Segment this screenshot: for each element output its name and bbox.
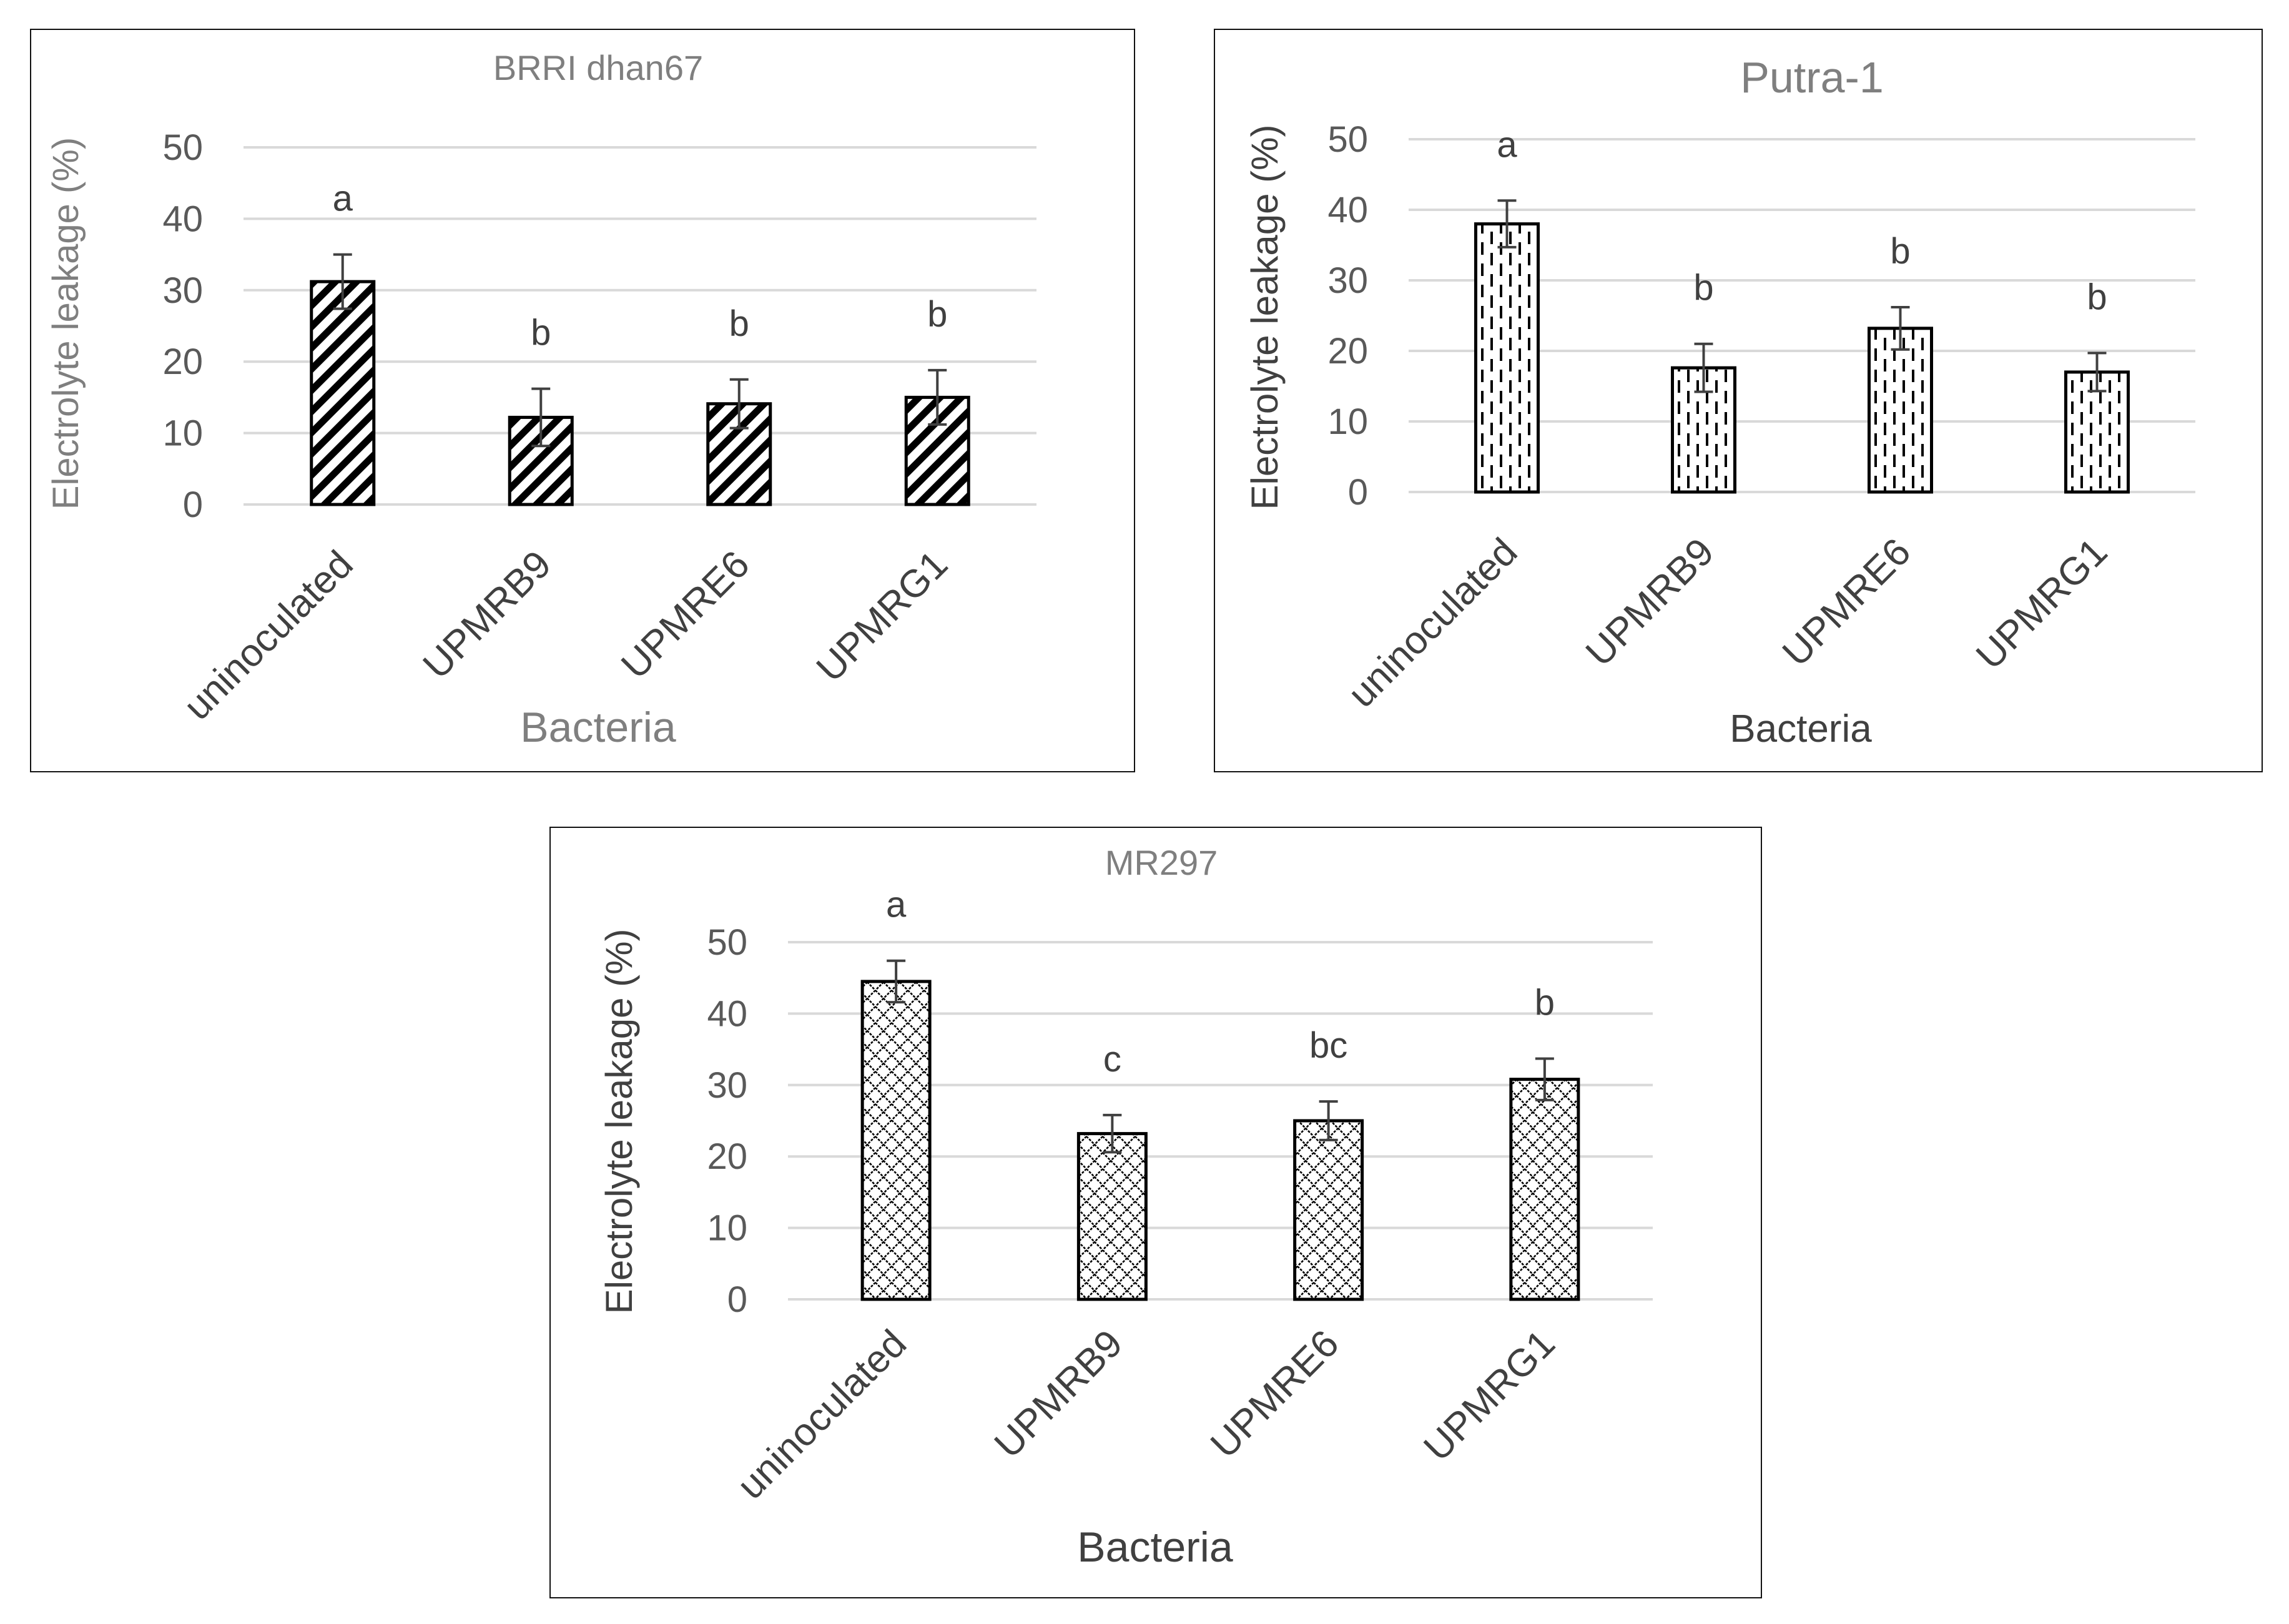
error-bar — [1535, 1057, 1554, 1101]
y-tick-label: 50 — [162, 127, 203, 168]
category-label: uninoculated — [1340, 530, 1525, 716]
y-tick-label: 40 — [162, 199, 203, 239]
significance-letter: b — [2087, 277, 2107, 317]
chart-panel-putra-1: Putra-1 0 10 20 30 40 50 a uninoculated b UPMRB9 b U… — [1214, 29, 2263, 772]
category-label: UPMRE6 — [613, 543, 758, 687]
significance-letter: a — [1497, 124, 1517, 165]
chart-title: Putra-1 — [1740, 53, 1884, 102]
bar — [310, 280, 376, 506]
y-tick-label: 20 — [162, 342, 203, 382]
y-axis-label: Electrolyte leakage (%) — [1244, 125, 1286, 510]
x-axis-label: Bacteria — [1077, 1523, 1233, 1571]
bar — [1474, 222, 1540, 494]
significance-letter: c — [1103, 1039, 1121, 1080]
y-axis-label: Electrolyte leakage (%) — [598, 929, 640, 1314]
y-tick-label: 30 — [1327, 260, 1368, 301]
category-label: UPMRB9 — [987, 1322, 1131, 1467]
category-label: uninoculated — [729, 1322, 915, 1507]
bar — [1509, 1078, 1580, 1301]
y-tick-label: 0 — [727, 1279, 747, 1320]
error-bar — [1319, 1100, 1338, 1141]
error-bar — [928, 368, 947, 426]
y-tick-label: 40 — [1327, 190, 1368, 230]
chart-title: MR297 — [1105, 843, 1218, 882]
bar — [860, 980, 932, 1301]
chart-brri-dhan67: BRRI dhan67 0 10 20 30 40 50 a uninoculated b UPMR… — [46, 48, 1036, 751]
category-label: UPMRB9 — [1578, 530, 1723, 675]
significance-letter: a — [886, 885, 907, 925]
x-axis-label: Bacteria — [520, 704, 676, 751]
y-tick-label: 0 — [183, 485, 203, 525]
y-tick-label: 10 — [707, 1208, 747, 1249]
chart-panel-mr297: MR297 0 10 20 30 40 50 a uninoculated c UPMRB9 bc UP… — [549, 827, 1762, 1598]
error-bar — [2087, 352, 2107, 393]
y-tick-label: 30 — [707, 1065, 747, 1106]
y-tick-label: 20 — [707, 1136, 747, 1177]
y-tick-label: 0 — [1348, 472, 1368, 513]
bar — [1293, 1119, 1364, 1301]
error-bar — [1891, 305, 1910, 351]
category-label: UPMRG1 — [1968, 530, 2115, 677]
category-label: UPMRG1 — [1415, 1322, 1563, 1469]
category-label: UPMRE6 — [1775, 530, 1919, 675]
y-tick-label: 30 — [162, 270, 203, 311]
bar — [1868, 327, 1933, 494]
y-tick-label: 40 — [707, 993, 747, 1034]
y-tick-label: 20 — [1327, 331, 1368, 372]
category-label: UPMRE6 — [1203, 1322, 1347, 1467]
y-tick-label: 10 — [162, 413, 203, 454]
error-bar — [531, 387, 551, 448]
chart-panel-brri-dhan67: BRRI dhan67 0 10 20 30 40 50 a uninoculated b UPMR… — [30, 29, 1135, 772]
error-bar — [1497, 199, 1517, 249]
error-bar — [729, 378, 749, 430]
category-label: uninoculated — [175, 543, 361, 728]
significance-letter: bc — [1309, 1025, 1347, 1066]
y-tick-label: 50 — [707, 922, 747, 963]
chart-mr297: MR297 0 10 20 30 40 50 a uninoculated c UPMRB9 bc UP… — [598, 843, 1653, 1571]
error-bar — [333, 253, 352, 310]
category-label: UPMRB9 — [415, 543, 560, 687]
bar — [1076, 1132, 1148, 1301]
significance-letter: b — [1535, 982, 1555, 1023]
y-axis-label: Electrolyte leakage (%) — [46, 137, 86, 509]
y-tick-label: 10 — [1327, 401, 1368, 442]
error-bar — [887, 959, 906, 1004]
significance-letter: a — [333, 179, 353, 219]
significance-letter: b — [1693, 268, 1713, 308]
error-bar — [1694, 342, 1713, 393]
y-tick-label: 50 — [1327, 119, 1368, 160]
significance-letter: b — [927, 294, 947, 335]
significance-letter: b — [531, 313, 551, 353]
chart-title: BRRI dhan67 — [493, 48, 703, 87]
significance-letter: b — [729, 303, 749, 344]
error-bar — [1103, 1113, 1122, 1154]
significance-letter: b — [1890, 231, 1910, 272]
x-axis-label: Bacteria — [1730, 707, 1872, 750]
category-label: UPMRG1 — [809, 543, 956, 690]
chart-putra-1: Putra-1 0 10 20 30 40 50 a uninoculated b UPMRB9 b U… — [1244, 53, 2195, 750]
